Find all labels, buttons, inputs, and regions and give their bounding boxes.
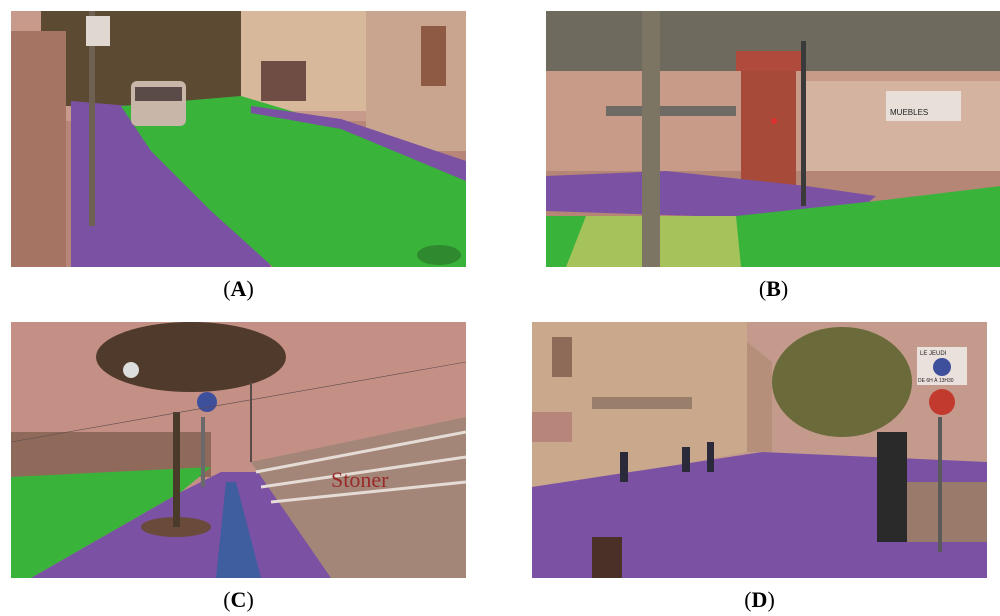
tree-trunk [173,412,180,527]
tree-canopy [96,322,286,392]
road-sign [197,392,217,412]
traffic-light [771,118,777,124]
awning [532,412,572,442]
sidewalk-overlay [546,171,876,221]
caption-d: (D) [744,587,775,612]
planter [907,482,987,542]
caption-b: (B) [758,276,789,301]
building [366,11,466,151]
pedestrian [682,447,690,472]
balcony [592,397,692,409]
manhole [417,245,461,265]
bollard-kiosk [877,432,907,542]
street-sign [86,16,110,46]
billboard [886,91,961,121]
sign-pole [938,417,942,552]
road-overlay [11,467,211,578]
parking-sign-hours: DE 6H À 13H30 [918,377,954,384]
billboard-text: MUEBLES [890,108,928,117]
panel-a-image [11,11,466,267]
caption-c: (C) [223,587,254,612]
panel-b-image: MUEBLES [546,11,1000,267]
speed-sign [123,362,139,378]
bollard [592,537,622,578]
railing-logo: Stoner [331,467,389,492]
pole [642,11,660,267]
sign-pole [201,417,205,487]
panel-d-scene: LE JEUDI DE 6H À 13H30 [532,322,987,578]
panel-c-image: Stoner [11,322,466,578]
no-parking-sign [929,389,955,415]
tree [772,327,912,437]
panel-b-scene: MUEBLES [546,11,1000,267]
panel-d-image: LE JEUDI DE 6H À 13H30 [532,322,987,578]
pedestrian [707,442,714,472]
caption-a: (A) [223,276,254,301]
sidewalk-overlay [71,101,271,267]
parking-sign-text: LE JEUDI [920,351,947,357]
sidewalk-overlay [532,452,987,578]
panel-a-scene [11,11,466,267]
railing [251,417,466,578]
wall [11,31,66,267]
red-kiosk [741,51,796,186]
road-overlay [736,186,1000,267]
pole [89,11,95,226]
lamp-post [801,41,806,206]
canopy [606,106,736,116]
panel-c-scene: Stoner [11,322,466,578]
pedestrian [620,452,628,482]
road-overlay [121,96,466,267]
tactile-paving [216,482,261,578]
